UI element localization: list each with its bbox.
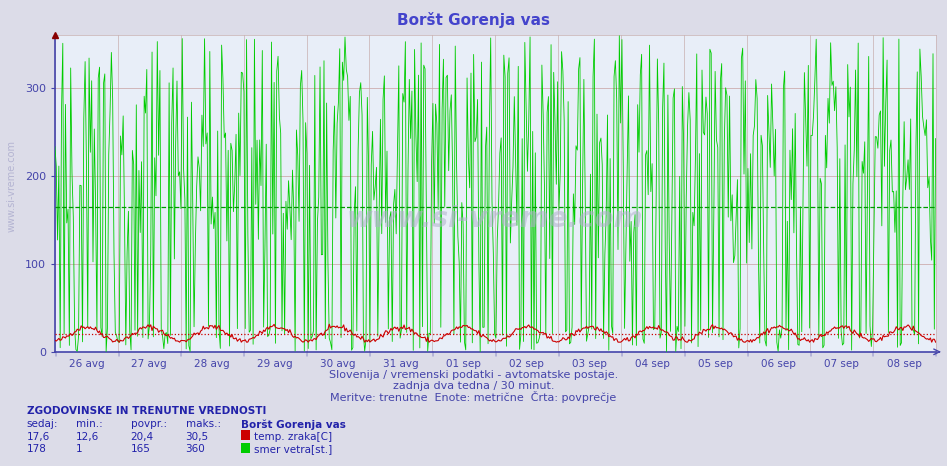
- Text: 31 avg: 31 avg: [384, 359, 419, 369]
- Text: povpr.:: povpr.:: [131, 419, 167, 429]
- Text: 12,6: 12,6: [76, 432, 99, 441]
- Text: 04 sep: 04 sep: [635, 359, 670, 369]
- Text: 30,5: 30,5: [186, 432, 208, 441]
- Text: 27 avg: 27 avg: [132, 359, 167, 369]
- Text: temp. zraka[C]: temp. zraka[C]: [254, 432, 331, 441]
- Text: |: |: [306, 350, 308, 356]
- Text: 28 avg: 28 avg: [194, 359, 230, 369]
- Text: |: |: [54, 350, 56, 356]
- Text: |: |: [242, 350, 244, 356]
- Text: 29 avg: 29 avg: [258, 359, 293, 369]
- Text: |: |: [620, 350, 622, 356]
- Text: Meritve: trenutne  Enote: metrične  Črta: povprečje: Meritve: trenutne Enote: metrične Črta: …: [331, 391, 616, 403]
- Text: |: |: [116, 350, 118, 356]
- Text: Boršt Gorenja vas: Boršt Gorenja vas: [241, 419, 346, 430]
- Text: |: |: [746, 350, 748, 356]
- Text: maks.:: maks.:: [186, 419, 221, 429]
- Text: 20,4: 20,4: [131, 432, 153, 441]
- Text: |: |: [872, 350, 874, 356]
- Text: |: |: [557, 350, 559, 356]
- Text: 02 sep: 02 sep: [509, 359, 545, 369]
- Text: |: |: [809, 350, 811, 356]
- Text: 1: 1: [76, 444, 82, 453]
- Text: 360: 360: [186, 444, 205, 453]
- Text: zadnja dva tedna / 30 minut.: zadnja dva tedna / 30 minut.: [393, 381, 554, 391]
- Text: |: |: [935, 350, 937, 356]
- Text: Slovenija / vremenski podatki - avtomatske postaje.: Slovenija / vremenski podatki - avtomats…: [329, 370, 618, 380]
- Text: www.si-vreme.com: www.si-vreme.com: [347, 205, 644, 233]
- Text: ZGODOVINSKE IN TRENUTNE VREDNOSTI: ZGODOVINSKE IN TRENUTNE VREDNOSTI: [27, 406, 266, 416]
- Text: sedaj:: sedaj:: [27, 419, 58, 429]
- Text: |: |: [180, 350, 182, 356]
- Text: 17,6: 17,6: [27, 432, 50, 441]
- Text: 06 sep: 06 sep: [761, 359, 795, 369]
- Text: Boršt Gorenja vas: Boršt Gorenja vas: [397, 12, 550, 27]
- Text: 30 avg: 30 avg: [320, 359, 356, 369]
- Text: 26 avg: 26 avg: [68, 359, 104, 369]
- Text: 08 sep: 08 sep: [886, 359, 921, 369]
- Text: 165: 165: [131, 444, 151, 453]
- Text: |: |: [368, 350, 370, 356]
- Text: 01 sep: 01 sep: [446, 359, 481, 369]
- Text: |: |: [683, 350, 685, 356]
- Text: smer vetra[st.]: smer vetra[st.]: [254, 444, 332, 453]
- Text: 03 sep: 03 sep: [572, 359, 607, 369]
- Text: 178: 178: [27, 444, 46, 453]
- Text: min.:: min.:: [76, 419, 102, 429]
- Text: 07 sep: 07 sep: [824, 359, 859, 369]
- Text: |: |: [432, 350, 434, 356]
- Text: www.si-vreme.com: www.si-vreme.com: [7, 140, 16, 233]
- Text: 05 sep: 05 sep: [698, 359, 733, 369]
- Text: |: |: [494, 350, 496, 356]
